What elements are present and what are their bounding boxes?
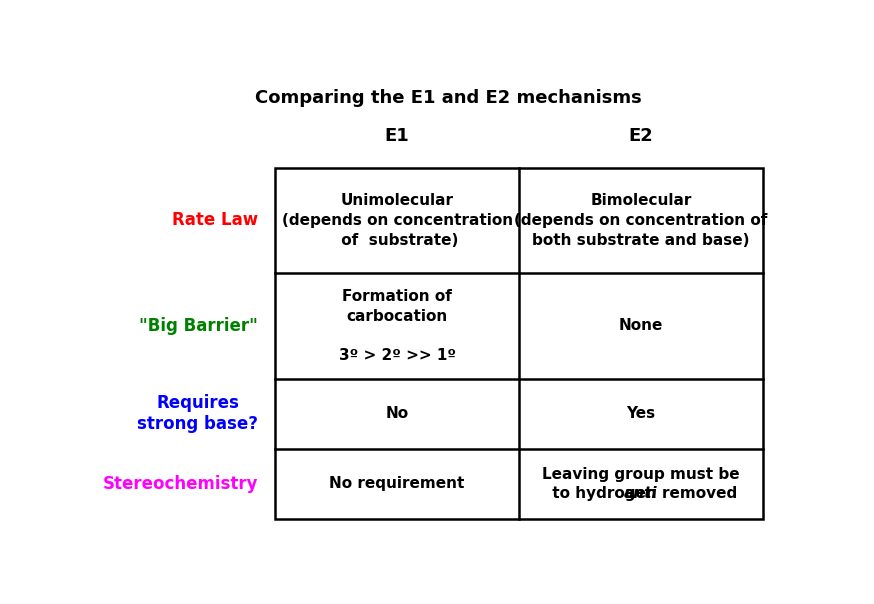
Text: (depends on concentration of: (depends on concentration of (514, 213, 767, 228)
Text: both substrate and base): both substrate and base) (532, 233, 750, 248)
Text: Rate Law: Rate Law (172, 211, 259, 230)
Text: Unimolecular: Unimolecular (341, 193, 454, 208)
Text: (depends on concentration: (depends on concentration (281, 213, 513, 228)
Text: Yes: Yes (627, 406, 656, 421)
Text: Requires
strong base?: Requires strong base? (137, 394, 259, 433)
Text: of  substrate): of substrate) (336, 233, 458, 248)
Text: "Big Barrier": "Big Barrier" (139, 317, 259, 335)
Text: anti: anti (624, 486, 658, 501)
Text: No requirement: No requirement (329, 477, 465, 491)
Text: to hydrogen removed: to hydrogen removed (547, 486, 737, 501)
Text: Formation of: Formation of (343, 289, 452, 304)
FancyBboxPatch shape (275, 168, 763, 519)
Text: No: No (385, 406, 409, 421)
Text: None: None (619, 318, 663, 333)
Text: E2: E2 (628, 127, 654, 144)
Text: Leaving group must be: Leaving group must be (542, 466, 739, 481)
Text: 3º > 2º >> 1º: 3º > 2º >> 1º (338, 348, 455, 362)
Text: carbocation: carbocation (346, 309, 447, 324)
Text: Bimolecular: Bimolecular (590, 193, 691, 208)
Text: Stereochemistry: Stereochemistry (103, 475, 259, 493)
Text: E1: E1 (385, 127, 410, 144)
Text: Comparing the E1 and E2 mechanisms: Comparing the E1 and E2 mechanisms (254, 89, 642, 107)
